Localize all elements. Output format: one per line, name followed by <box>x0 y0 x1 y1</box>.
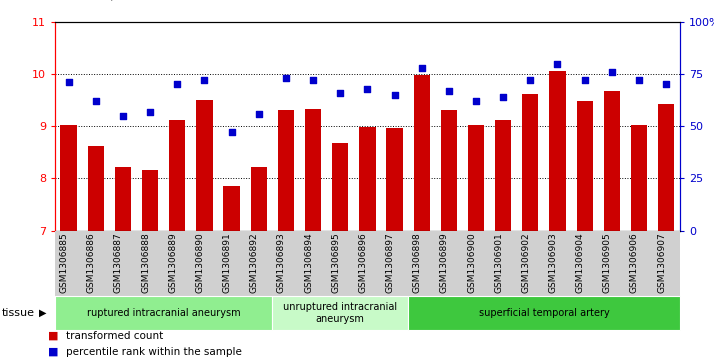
Text: GSM1306890: GSM1306890 <box>196 232 204 293</box>
Text: percentile rank within the sample: percentile rank within the sample <box>66 347 241 357</box>
Text: GSM1306904: GSM1306904 <box>575 232 585 293</box>
Text: GSM1306896: GSM1306896 <box>358 232 367 293</box>
Point <box>198 77 210 83</box>
Bar <box>658 104 674 231</box>
Text: ruptured intracranial aneurysm: ruptured intracranial aneurysm <box>87 308 241 318</box>
Text: GSM1306897: GSM1306897 <box>386 232 395 293</box>
Bar <box>223 186 240 231</box>
Bar <box>576 101 593 231</box>
Point <box>90 98 101 104</box>
Text: GSM1306887: GSM1306887 <box>114 232 123 293</box>
Bar <box>549 72 565 231</box>
Text: GSM1306889: GSM1306889 <box>169 232 177 293</box>
Bar <box>631 125 647 231</box>
Bar <box>386 128 403 231</box>
Text: unruptured intracranial
aneurysm: unruptured intracranial aneurysm <box>283 302 397 324</box>
Bar <box>413 75 430 231</box>
Text: GSM1306907: GSM1306907 <box>657 232 666 293</box>
Point <box>498 94 509 100</box>
Point <box>307 77 318 83</box>
Text: GSM1306903: GSM1306903 <box>548 232 558 293</box>
Bar <box>305 110 321 231</box>
Point <box>606 69 618 75</box>
Point <box>117 113 129 119</box>
Bar <box>603 91 620 231</box>
Text: GSM1306893: GSM1306893 <box>277 232 286 293</box>
Point <box>280 75 291 81</box>
Bar <box>441 110 457 231</box>
Point <box>389 92 401 98</box>
Bar <box>142 171 159 231</box>
Text: GSM1306906: GSM1306906 <box>630 232 639 293</box>
Text: GSM1306886: GSM1306886 <box>86 232 96 293</box>
Text: GSM1306901: GSM1306901 <box>494 232 503 293</box>
Text: GSM1306894: GSM1306894 <box>304 232 313 293</box>
Text: ■: ■ <box>48 331 59 341</box>
Text: GSM1306895: GSM1306895 <box>331 232 340 293</box>
Text: GSM1306888: GSM1306888 <box>141 232 150 293</box>
Bar <box>88 146 104 231</box>
Point <box>660 82 672 87</box>
Bar <box>495 120 511 231</box>
Bar <box>332 143 348 231</box>
Text: transformed count: transformed count <box>66 331 163 341</box>
Point <box>525 77 536 83</box>
Bar <box>196 100 213 231</box>
Text: superficial temporal artery: superficial temporal artery <box>478 308 609 318</box>
Point <box>579 77 590 83</box>
Text: GSM1306892: GSM1306892 <box>250 232 258 293</box>
Text: GDS5186 / 23277: GDS5186 / 23277 <box>48 0 159 2</box>
Text: ▶: ▶ <box>39 308 46 318</box>
Point <box>144 109 156 114</box>
Bar <box>115 167 131 231</box>
Text: GSM1306898: GSM1306898 <box>413 232 422 293</box>
Point <box>443 88 455 94</box>
Point <box>63 79 74 85</box>
Text: GSM1306891: GSM1306891 <box>223 232 231 293</box>
Text: GSM1306902: GSM1306902 <box>521 232 531 293</box>
Text: GSM1306905: GSM1306905 <box>603 232 612 293</box>
Point <box>633 77 645 83</box>
Bar <box>278 110 294 231</box>
Point <box>226 130 237 135</box>
Bar <box>359 127 376 231</box>
Bar <box>61 125 76 231</box>
Text: ■: ■ <box>48 347 59 357</box>
Text: tissue: tissue <box>1 308 34 318</box>
Point <box>471 98 482 104</box>
Point <box>171 82 183 87</box>
Text: GSM1306899: GSM1306899 <box>440 232 449 293</box>
Bar <box>468 125 484 231</box>
Point <box>253 111 264 117</box>
Text: GSM1306885: GSM1306885 <box>59 232 69 293</box>
Bar <box>251 167 267 231</box>
Bar <box>522 94 538 231</box>
Point <box>362 86 373 91</box>
Point <box>552 61 563 66</box>
Point <box>416 65 428 71</box>
Point <box>334 90 346 96</box>
Text: GSM1306900: GSM1306900 <box>467 232 476 293</box>
Bar <box>169 120 186 231</box>
